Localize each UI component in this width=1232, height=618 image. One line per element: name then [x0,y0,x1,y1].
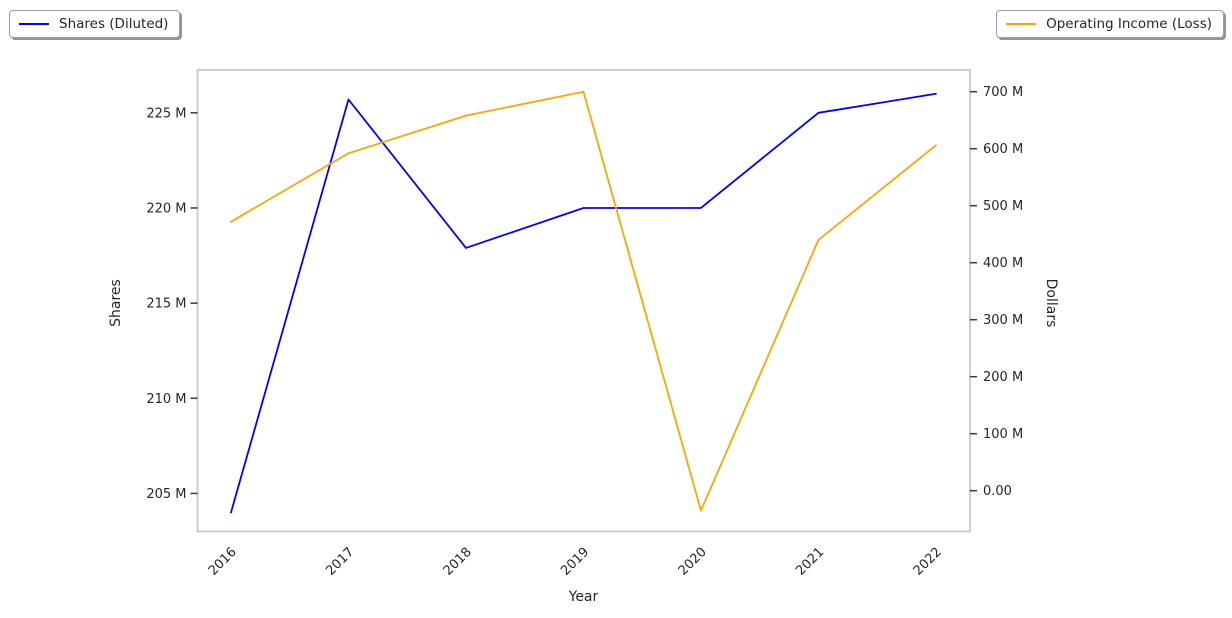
right-tick-label: 700 M [983,85,1023,100]
x-axis-title: Year [568,589,599,605]
legend-shares-diluted[interactable]: Shares (Diluted) [9,10,181,38]
series-line-operating-income [230,90,937,512]
left-tick-label: 225 M [146,106,186,121]
plot-frame [196,69,971,533]
x-tick-label: 2019 [558,545,592,579]
right-tick-label: 400 M [983,256,1023,271]
x-tick-label: 2022 [911,545,945,579]
left-axis-title: Shares [108,279,124,327]
x-tick-label: 2016 [206,545,240,579]
legend-line-swatch-orange [1006,23,1037,25]
left-tick-label: 215 M [146,297,186,312]
x-tick-label: 2021 [793,545,827,579]
right-tick-label: 500 M [983,199,1023,214]
right-tick-label: 0.00 [983,484,1012,499]
right-axis-title: Dollars [1043,279,1059,328]
legend-label: Shares (Diluted) [59,16,169,32]
right-tick-label: 300 M [983,313,1023,328]
left-tick-label: 220 M [146,201,186,216]
right-tick-label: 600 M [983,142,1023,157]
series-line-shares [230,92,937,514]
right-tick-label: 200 M [983,370,1023,385]
x-tick-label: 2020 [676,545,710,579]
x-tick-label: 2017 [323,545,357,579]
left-tick-label: 210 M [146,392,186,407]
legend-line-swatch-blue [19,23,49,25]
x-tick-label: 2018 [441,545,475,579]
legend-operating-income[interactable]: Operating Income (Loss) [996,10,1224,38]
left-tick-label: 205 M [146,487,186,502]
right-tick-label: 100 M [983,427,1023,442]
legend-label: Operating Income (Loss) [1046,16,1212,32]
